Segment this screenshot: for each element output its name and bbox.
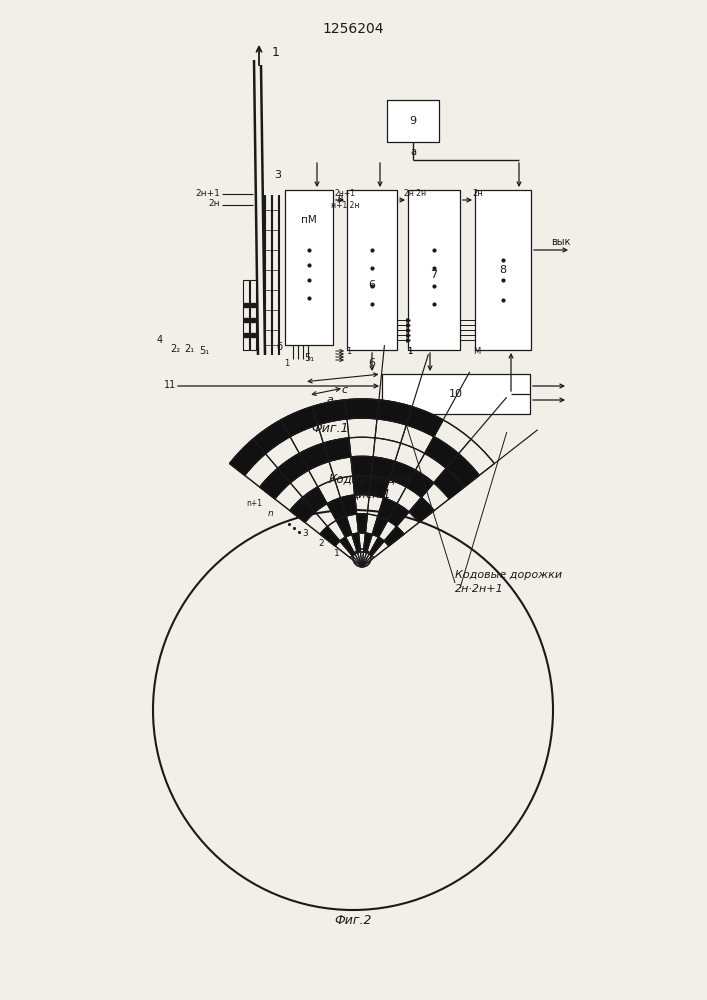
Polygon shape (369, 476, 390, 498)
Text: Фиг.1: Фиг.1 (311, 422, 349, 434)
Text: пМ: пМ (301, 215, 317, 225)
Text: 5₁: 5₁ (199, 346, 209, 356)
Text: д: д (337, 193, 344, 203)
Bar (347, 190, 397, 350)
Polygon shape (327, 498, 346, 520)
Polygon shape (407, 407, 443, 437)
Text: 2н+1: 2н+1 (195, 188, 220, 198)
Text: 6: 6 (368, 358, 375, 368)
Polygon shape (369, 537, 384, 556)
Text: 2н·2н+1: 2н·2н+1 (455, 584, 504, 594)
Text: 2: 2 (318, 539, 324, 548)
Polygon shape (434, 468, 464, 499)
Text: 2₂: 2₂ (170, 344, 180, 354)
Text: н+1 2н: н+1 2н (331, 202, 359, 211)
Text: n: n (267, 509, 273, 518)
Bar (408, 190, 460, 350)
Polygon shape (303, 487, 327, 512)
Text: 2₁: 2₁ (184, 344, 194, 354)
Text: б: б (276, 342, 282, 352)
Text: 3: 3 (274, 170, 281, 180)
Polygon shape (407, 470, 434, 497)
Text: 1: 1 (284, 359, 290, 367)
Polygon shape (299, 443, 329, 470)
Polygon shape (290, 497, 315, 522)
Bar (382, 374, 530, 414)
Polygon shape (384, 526, 404, 546)
Bar (243, 280, 249, 350)
Polygon shape (409, 497, 434, 522)
Text: 10: 10 (449, 389, 463, 399)
Text: 7: 7 (431, 270, 438, 280)
Polygon shape (323, 438, 351, 461)
Text: n+1: n+1 (246, 499, 262, 508)
Text: 3: 3 (302, 529, 308, 538)
Text: 1: 1 (346, 348, 351, 357)
Polygon shape (230, 439, 265, 475)
Polygon shape (259, 468, 291, 499)
Polygon shape (378, 498, 397, 520)
Text: 2н: 2н (472, 190, 484, 198)
Polygon shape (341, 495, 356, 516)
Text: 1: 1 (272, 45, 280, 58)
Polygon shape (352, 533, 361, 553)
Text: 2н+1: 2н+1 (334, 190, 356, 198)
Polygon shape (312, 400, 347, 425)
Polygon shape (351, 456, 373, 476)
Text: 1: 1 (407, 348, 413, 357)
Text: 2н 2н: 2н 2н (404, 190, 426, 198)
Text: 1256204: 1256204 (322, 22, 384, 36)
Text: Кодовые дорожки: Кодовые дорожки (455, 570, 562, 580)
Bar (250, 280, 256, 350)
Text: Фиг.2: Фиг.2 (334, 914, 372, 926)
Bar (285, 190, 333, 345)
Bar (387, 100, 439, 142)
Polygon shape (353, 476, 371, 495)
Text: 8: 8 (499, 265, 506, 275)
Polygon shape (320, 526, 340, 546)
Text: c: c (341, 385, 348, 395)
Polygon shape (278, 453, 308, 483)
Text: а: а (410, 147, 416, 157)
Text: 9: 9 (409, 116, 416, 126)
Text: 4: 4 (157, 335, 163, 345)
Polygon shape (337, 516, 352, 537)
Polygon shape (363, 533, 372, 553)
Text: 1: 1 (334, 549, 340, 558)
Polygon shape (356, 514, 368, 533)
Polygon shape (390, 461, 416, 487)
Text: 2н: 2н (209, 200, 220, 209)
Polygon shape (377, 400, 412, 425)
Text: 11: 11 (164, 380, 176, 390)
Text: вык: вык (551, 237, 571, 247)
Text: 5₁: 5₁ (304, 353, 314, 363)
Polygon shape (340, 537, 355, 556)
Polygon shape (446, 454, 479, 487)
Polygon shape (253, 420, 290, 454)
Polygon shape (281, 407, 317, 437)
Polygon shape (371, 457, 395, 480)
Polygon shape (345, 399, 379, 419)
Text: a: a (327, 395, 334, 405)
Text: диск 1: диск 1 (350, 488, 390, 500)
Text: 1: 1 (407, 348, 413, 357)
Polygon shape (387, 504, 409, 526)
Polygon shape (425, 437, 459, 468)
Text: М: М (474, 348, 481, 357)
Text: 6: 6 (368, 280, 375, 290)
Text: Кодирующий: Кодирующий (329, 474, 411, 487)
Polygon shape (372, 516, 387, 537)
Bar (475, 190, 531, 350)
